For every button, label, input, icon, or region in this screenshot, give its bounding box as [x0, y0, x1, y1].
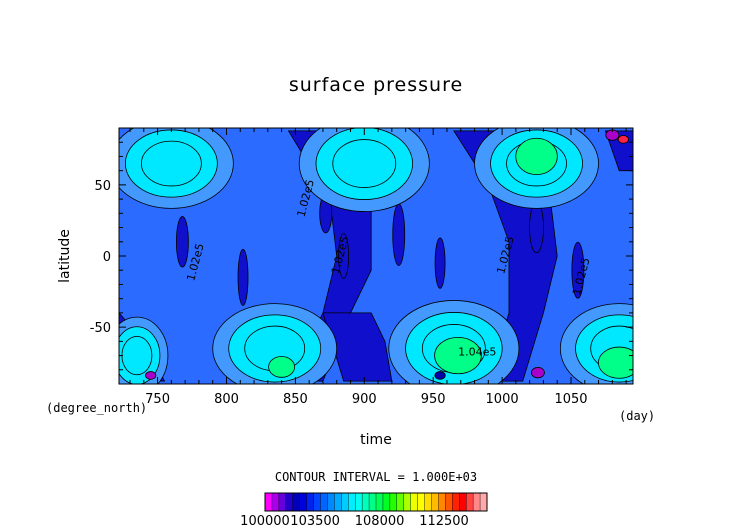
colorbar-swatch [320, 492, 328, 512]
colorbar-swatch [285, 492, 294, 512]
high-pressure-core [332, 139, 397, 188]
peak-core [598, 346, 633, 379]
x-tick-label: 1000 [486, 392, 519, 407]
x-axis-label: time [360, 432, 392, 448]
colorbar-swatch [396, 492, 405, 512]
colorbar-swatch [313, 492, 322, 512]
colorbar-swatch [348, 492, 356, 512]
low-pressure-cell [175, 216, 189, 268]
low-pressure-cell [338, 233, 350, 279]
x-tick-label: 950 [421, 392, 446, 407]
x-tick-label: 850 [283, 392, 308, 407]
colorbar-tick-label: 103500 [290, 514, 340, 529]
extreme-spot [145, 371, 157, 380]
colorbar-tick-label: 112500 [419, 514, 469, 529]
colorbar-swatch [368, 492, 377, 512]
colorbar-swatch [354, 492, 363, 512]
colorbar-swatch [403, 492, 412, 512]
high-pressure-core [140, 140, 202, 187]
x-tick-label: 800 [214, 392, 239, 407]
low-pressure-cell [529, 201, 544, 254]
colorbar-swatch [452, 492, 460, 512]
y-tick-label: -50 [90, 321, 111, 336]
x-tick-label: 900 [352, 392, 377, 407]
colorbar-swatch [327, 492, 335, 512]
y-axis-label: latitude [57, 229, 73, 283]
peak-core [515, 137, 558, 176]
colorbar-swatch [361, 492, 370, 512]
contour-interval-text: CONTOUR INTERVAL = 1.000E+03 [275, 470, 477, 484]
colorbar-swatch [334, 492, 342, 512]
chart-title: surface pressure [289, 74, 463, 96]
low-pressure-cell [434, 237, 446, 289]
x-unit-label: (day) [619, 409, 655, 423]
low-pressure-cell [392, 203, 406, 266]
y-tick-label: 50 [94, 179, 111, 194]
colorbar-swatch [459, 492, 467, 512]
low-pressure-cell [571, 241, 585, 299]
colorbar-swatch [431, 492, 439, 512]
colorbar-swatch [264, 492, 273, 512]
peak-core [434, 336, 482, 375]
colorbar-swatch [445, 492, 453, 512]
colorbar-swatch [271, 492, 280, 512]
extreme-spot [617, 135, 629, 144]
colorbar: 100000 103500 108000 112500 [240, 492, 488, 529]
colorbar-swatch [424, 492, 433, 512]
colorbar-swatch [465, 492, 474, 512]
colorbar-swatch [375, 492, 384, 512]
colorbar-swatch [438, 492, 446, 512]
extreme-spot [531, 367, 545, 379]
colorbar-swatch [382, 492, 391, 512]
extreme-spot [434, 371, 446, 380]
colorbar-swatch [410, 492, 419, 512]
colorbar-swatch [479, 492, 488, 512]
colorbar-frame [264, 492, 488, 512]
colorbar-swatch [341, 492, 349, 512]
colorbar-swatch [299, 492, 308, 512]
peak-core [268, 356, 296, 378]
contour-label: 1.04e5 [458, 346, 496, 359]
y-unit-label: (degree_north) [46, 401, 147, 415]
colorbar-swatch [292, 492, 301, 512]
colorbar-tick-label: 100000 [240, 514, 290, 529]
colorbar-swatch [306, 492, 315, 512]
x-tick-label: 750 [145, 392, 170, 407]
x-axis-ticks: 750 800 850 900 950 1000 1050 [129, 128, 627, 407]
colorbar-swatch [278, 492, 287, 512]
colorbar-tick-label: 108000 [355, 514, 405, 529]
low-pressure-cell [237, 248, 249, 306]
colorbar-swatch [389, 492, 398, 512]
colorbar-swatch [417, 492, 426, 512]
x-tick-label: 1050 [554, 392, 587, 407]
y-axis-ticks: 50 0 -50 [90, 141, 633, 371]
y-tick-label: 0 [103, 250, 111, 265]
colorbar-swatch [472, 492, 481, 512]
low-pressure-band [322, 312, 393, 382]
high-pressure-core [121, 335, 153, 376]
